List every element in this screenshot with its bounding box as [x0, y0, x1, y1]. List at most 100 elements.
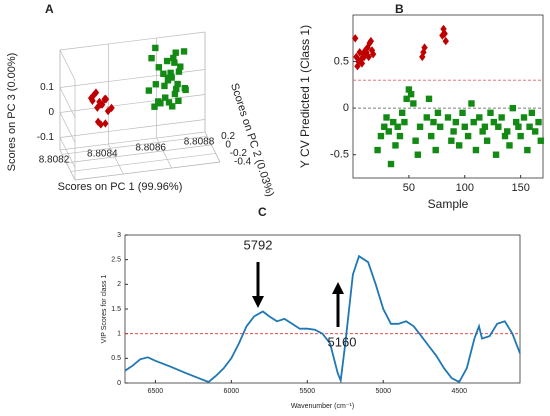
grid-line: [59, 87, 76, 118]
marker: [468, 100, 475, 107]
x-tick-label: 100: [456, 182, 474, 194]
x-tick-label: 8.8088: [184, 137, 215, 148]
marker: [455, 142, 463, 149]
marker: [495, 123, 502, 130]
marker: [472, 146, 480, 154]
grid-line: [62, 135, 208, 155]
z-tick-label: 0.1: [40, 82, 54, 93]
marker: [104, 106, 112, 116]
marker: [396, 132, 404, 140]
marker: [164, 77, 172, 84]
marker: [161, 82, 168, 90]
x-tick-label: 8.8086: [135, 143, 166, 154]
x-tick-label: 8.8082: [39, 155, 70, 166]
z-tick-label: -0.1: [37, 132, 55, 143]
marker: [97, 120, 105, 129]
marker: [526, 123, 533, 130]
marker: [412, 137, 419, 144]
y-tick-label: 2: [117, 281, 121, 288]
marker: [441, 29, 448, 38]
marker: [98, 100, 106, 109]
marker: [483, 137, 491, 144]
marker: [108, 103, 115, 113]
marker: [528, 109, 536, 116]
marker: [170, 54, 177, 62]
marker: [152, 44, 159, 52]
marker: [392, 142, 399, 149]
marker: [464, 132, 472, 140]
marker: [394, 123, 401, 130]
y-tick-label: 0.5: [111, 355, 121, 362]
marker: [414, 151, 422, 158]
marker: [177, 63, 184, 70]
marker: [434, 109, 442, 116]
x-tick-label: 50: [403, 182, 415, 194]
y-tick-label: 0: [343, 102, 349, 114]
marker: [531, 128, 539, 135]
marker: [448, 137, 455, 144]
grid-line: [66, 144, 212, 164]
marker: [355, 57, 362, 66]
marker: [173, 85, 180, 93]
marker: [452, 118, 460, 126]
x-tick-label: 6500: [148, 388, 164, 395]
y-tick-label: -0.4: [234, 157, 252, 168]
marker: [428, 132, 435, 140]
marker: [535, 118, 542, 126]
grid-line: [204, 131, 221, 163]
marker: [506, 142, 513, 149]
y-tick-label: 0.5: [334, 55, 349, 67]
marker: [381, 123, 388, 130]
marker: [102, 119, 109, 128]
y-tick-label: -0.2: [230, 148, 248, 159]
y-tick-label: 0.2: [221, 131, 235, 142]
x-tick-label: 8.8084: [87, 149, 118, 160]
x-axis-label: Sample: [428, 197, 469, 211]
y-tick-label: 3: [117, 232, 121, 239]
marker: [369, 49, 377, 59]
plot-frame: [124, 234, 521, 384]
marker: [444, 114, 452, 121]
panel-label: A: [45, 2, 54, 16]
marker: [377, 132, 385, 140]
marker: [461, 123, 468, 130]
marker: [520, 114, 528, 121]
x-tick-label: 150: [511, 182, 529, 194]
grid-line: [59, 69, 206, 88]
marker: [145, 87, 153, 94]
marker: [180, 48, 188, 55]
marker: [89, 96, 96, 105]
marker: [432, 146, 439, 154]
marker: [358, 59, 366, 68]
marker: [501, 132, 509, 140]
marker: [401, 118, 408, 126]
marker: [174, 80, 181, 88]
vip-line: [124, 254, 521, 385]
marker: [490, 118, 498, 126]
marker: [385, 128, 392, 135]
x-tick-label: 5500: [300, 388, 316, 395]
marker: [416, 123, 424, 130]
grid-line: [59, 119, 206, 138]
marker: [504, 128, 511, 135]
marker: [365, 52, 372, 62]
marker: [160, 70, 167, 77]
marker: [175, 68, 183, 75]
marker: [102, 95, 110, 104]
marker: [182, 86, 189, 94]
marker: [470, 118, 477, 126]
arrow-head: [252, 296, 264, 308]
marker: [425, 95, 433, 103]
y-tick-label: 1: [117, 331, 121, 338]
grid-line: [156, 137, 172, 169]
panel-label: C: [258, 205, 267, 219]
y-axis-label: Y CV Predicted 1 (Class 1): [298, 25, 312, 168]
marker: [524, 146, 531, 154]
grid-line: [59, 94, 206, 113]
marker: [151, 103, 158, 110]
y-tick-label: -0.5: [330, 149, 349, 161]
grid-line: [74, 161, 221, 181]
marker: [487, 109, 494, 116]
marker: [407, 90, 415, 98]
